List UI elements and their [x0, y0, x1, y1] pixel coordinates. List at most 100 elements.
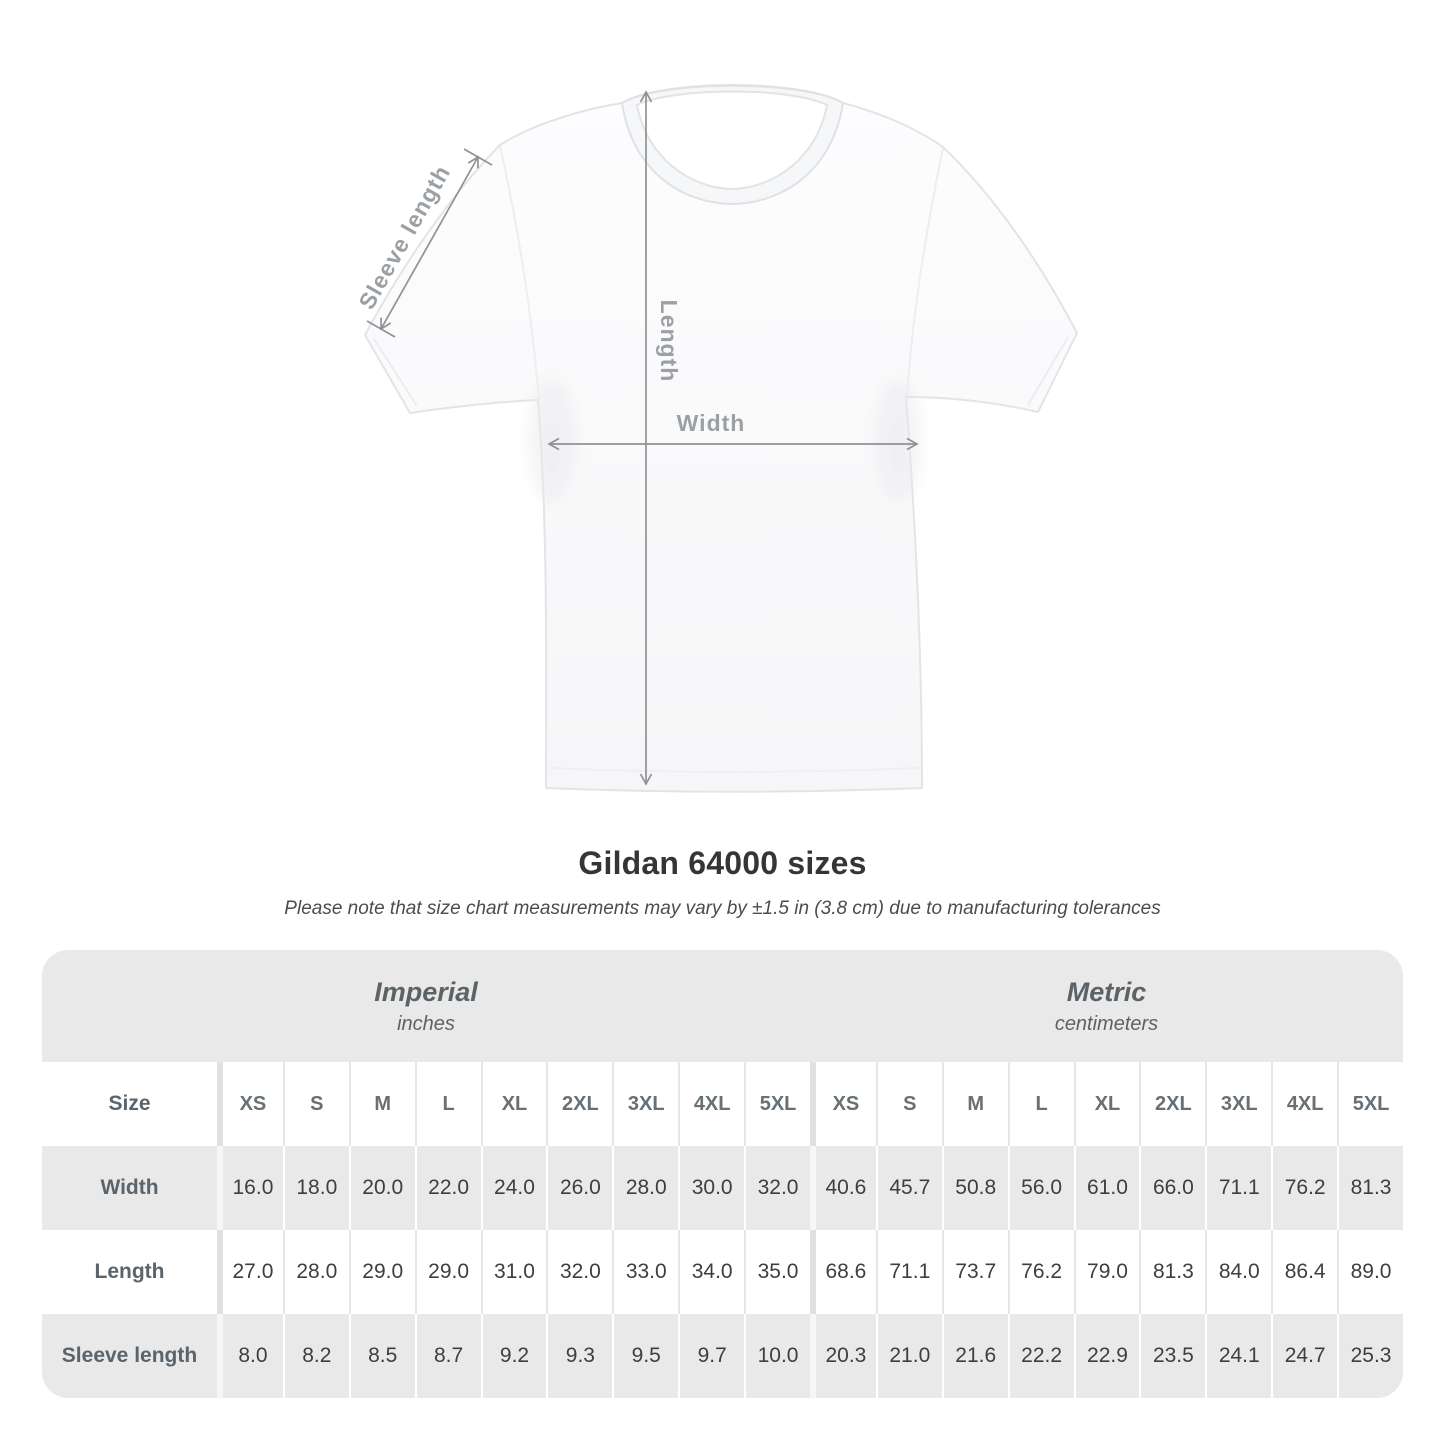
metric-value: 22.9	[1073, 1314, 1140, 1398]
metric-value: 40.6	[809, 1146, 876, 1230]
imperial-value: 18.0	[282, 1146, 349, 1230]
tshirt-image	[364, 84, 1078, 793]
size-col-header: M	[941, 1062, 1008, 1146]
imperial-value: 20.0	[348, 1146, 415, 1230]
imperial-value: 32.0	[744, 1146, 810, 1230]
metric-value: 25.3	[1337, 1314, 1403, 1398]
size-corner-header: Size	[108, 1092, 151, 1115]
metric-value: 56.0	[1007, 1146, 1074, 1230]
metric-value: 66.0	[1139, 1146, 1206, 1230]
size-col-header: 3XL	[1205, 1062, 1271, 1146]
metric-value: 24.1	[1205, 1314, 1272, 1398]
metric-group-header: Metric centimeters	[810, 950, 1403, 1062]
size-table: Imperial inches Metric centimeters Size X…	[42, 950, 1403, 1398]
sleeve-length-arrow	[380, 155, 479, 331]
metric-value: 73.7	[941, 1230, 1008, 1314]
size-col-header: XS	[809, 1062, 876, 1146]
imperial-value: 9.5	[612, 1314, 679, 1398]
metric-value: 24.7	[1271, 1314, 1338, 1398]
imperial-value: 10.0	[744, 1314, 810, 1398]
size-header-row: Size XS S M L XL 2XL 3XL 4XL 5XL XS S M L XL 2XL 3XL 4XL 5…	[42, 1062, 1403, 1146]
metric-value: 21.0	[875, 1314, 942, 1398]
metric-value: 81.3	[1139, 1230, 1205, 1314]
size-col-header: 5XL	[744, 1062, 810, 1146]
imperial-value: 28.0	[612, 1146, 679, 1230]
metric-value: 86.4	[1271, 1230, 1337, 1314]
size-col-header: 5XL	[1337, 1062, 1403, 1146]
tolerance-note: Please note that size chart measurements…	[284, 898, 1161, 919]
table-header-band: Imperial inches Metric centimeters	[42, 950, 1403, 1062]
imperial-value: 33.0	[612, 1230, 678, 1314]
measure-row-sleeve-length: Sleeve length 8.0 8.2 8.5 8.7 9.2 9.3 9.5 9.7 10.…	[42, 1314, 1403, 1398]
metric-value: 71.1	[1205, 1146, 1272, 1230]
imperial-value: 22.0	[414, 1146, 481, 1230]
width-arrow-label: Width	[677, 410, 746, 436]
metric-value: 22.2	[1007, 1314, 1074, 1398]
metric-value: 61.0	[1073, 1146, 1140, 1230]
metric-value: 71.1	[875, 1230, 942, 1314]
size-col-header: S	[875, 1062, 942, 1146]
row-label: Width	[42, 1146, 217, 1230]
size-col-header: 2XL	[546, 1062, 612, 1146]
measure-row-length: Length 27.0 28.0 29.0 29.0 31.0 32.0 33.0 34.0 35…	[42, 1230, 1403, 1314]
length-arrow-label: Length	[656, 300, 682, 383]
metric-value: 84.0	[1205, 1230, 1271, 1314]
imperial-unit: inches	[397, 1012, 455, 1035]
size-col-header: XS	[217, 1062, 283, 1146]
metric-value: 20.3	[809, 1314, 876, 1398]
imperial-value: 16.0	[217, 1146, 283, 1230]
imperial-value: 9.2	[480, 1314, 547, 1398]
size-col-header: XL	[480, 1062, 547, 1146]
measure-row-width: Width 16.0 18.0 20.0 22.0 24.0 26.0 28.0 30.0 32.…	[42, 1146, 1403, 1230]
size-col-header: L	[414, 1062, 481, 1146]
imperial-value: 9.3	[546, 1314, 613, 1398]
metric-value: 21.6	[941, 1314, 1008, 1398]
imperial-value: 31.0	[480, 1230, 547, 1314]
imperial-value: 24.0	[480, 1146, 547, 1230]
imperial-value: 29.0	[414, 1230, 481, 1314]
size-col-header: L	[1007, 1062, 1074, 1146]
size-col-header: 4XL	[678, 1062, 744, 1146]
imperial-value: 26.0	[546, 1146, 613, 1230]
imperial-value: 34.0	[678, 1230, 744, 1314]
size-col-header: 4XL	[1271, 1062, 1337, 1146]
size-col-header: XL	[1073, 1062, 1140, 1146]
imperial-group-header: Imperial inches	[42, 950, 810, 1062]
imperial-value: 8.5	[348, 1314, 415, 1398]
imperial-value: 8.7	[414, 1314, 481, 1398]
imperial-value: 28.0	[282, 1230, 349, 1314]
metric-value: 81.3	[1337, 1146, 1403, 1230]
page-title: Gildan 64000 sizes	[578, 845, 867, 881]
metric-unit: centimeters	[1054, 1012, 1159, 1035]
metric-value: 79.0	[1073, 1230, 1140, 1314]
row-label: Sleeve length	[42, 1314, 217, 1398]
metric-value: 50.8	[941, 1146, 1008, 1230]
imperial-value: 30.0	[678, 1146, 745, 1230]
metric-value: 89.0	[1337, 1230, 1403, 1314]
imperial-value: 32.0	[546, 1230, 612, 1314]
tshirt-diagram: Width Length Sleeve length	[353, 84, 1078, 793]
size-col-header: S	[282, 1062, 349, 1146]
metric-value: 76.2	[1271, 1146, 1338, 1230]
metric-value: 23.5	[1139, 1314, 1206, 1398]
imperial-value: 9.7	[678, 1314, 745, 1398]
measurement-arrows	[366, 90, 919, 786]
size-col-header: M	[348, 1062, 415, 1146]
size-table-rows: Size XS S M L XL 2XL 3XL 4XL 5XL XS S M L XL 2XL 3XL 4XL 5…	[42, 1062, 1403, 1398]
sleeve-arrow-end-tick	[366, 320, 396, 338]
metric-value: 76.2	[1007, 1230, 1074, 1314]
imperial-label: Imperial	[374, 976, 478, 1007]
imperial-value: 29.0	[348, 1230, 415, 1314]
imperial-value: 8.2	[282, 1314, 349, 1398]
row-label: Length	[94, 1260, 165, 1283]
metric-value: 68.6	[809, 1230, 876, 1314]
metric-label: Metric	[1066, 976, 1147, 1007]
imperial-value: 8.0	[217, 1314, 283, 1398]
imperial-value: 27.0	[217, 1230, 283, 1314]
sleeve-arrow-end-tick	[463, 148, 493, 166]
size-col-header: 3XL	[612, 1062, 678, 1146]
size-col-header: 2XL	[1139, 1062, 1205, 1146]
imperial-value: 35.0	[744, 1230, 810, 1314]
metric-value: 45.7	[875, 1146, 942, 1230]
